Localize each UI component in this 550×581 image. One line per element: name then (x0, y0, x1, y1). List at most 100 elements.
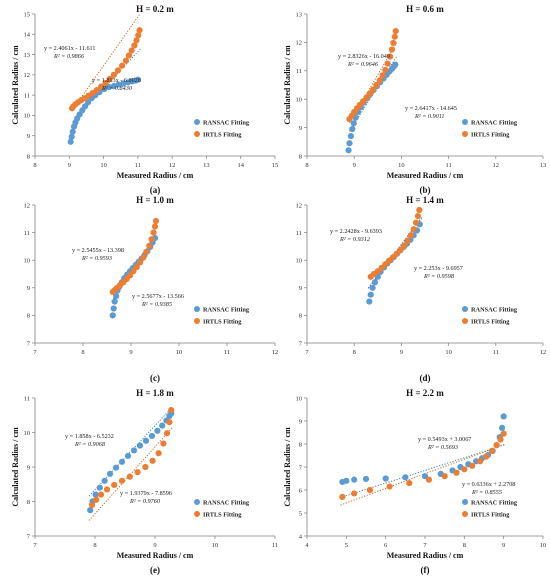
data-point (150, 229, 157, 236)
data-point (130, 447, 138, 454)
data-point (114, 67, 122, 74)
chart-title: H = 0.6 m (406, 4, 444, 14)
data-point (366, 486, 374, 494)
x-tick-label: 11 (224, 349, 230, 356)
chart-panel-6: 4 5 6 7 8 9 10 4 5 6 7 8 9 10 H = 2.2 m Measured Radius… (283, 388, 546, 575)
data-point (493, 442, 500, 449)
y-tick-label: 11 (296, 230, 302, 237)
trendline-equation: y = 2.4061x - 11.611 (44, 45, 96, 52)
data-point (350, 120, 357, 127)
data-point (382, 475, 389, 482)
x-tick-label: 11 (445, 162, 451, 169)
y-tick-label: 8 (299, 441, 302, 448)
data-point (345, 147, 352, 154)
trendline-r-squared: R² = 0.8555 (471, 489, 502, 496)
chart-panel-3: 7 8 9 10 11 12 7 8 9 10 11 12 H = 1.0 m (c) y = 2.5455… (24, 195, 279, 383)
chart-title: H = 2.2 m (406, 388, 444, 398)
y-tick-label: 9 (27, 464, 30, 471)
data-point (148, 236, 155, 243)
trendline-r-squared: R² = 0.9385 (141, 301, 172, 308)
data-point (386, 483, 393, 490)
y-tick-label: 10 (296, 97, 303, 104)
x-tick-label: 10 (100, 162, 107, 169)
y-tick-label: 9 (299, 418, 302, 425)
panel-label: (c) (150, 373, 160, 383)
data-point (142, 437, 150, 444)
data-point (154, 427, 161, 434)
trendline-r-squared: R² = 0.5693 (427, 444, 458, 451)
y-tick-label: 8 (299, 313, 302, 320)
trendline-r-squared: R² = 0.9646 (347, 61, 379, 68)
x-tick-label: 8 (33, 162, 36, 169)
data-point (498, 424, 506, 431)
trendline-equation: y = 0.5493x + 3.0067 (418, 436, 471, 443)
data-point (101, 477, 108, 484)
y-axis-label: Calculated Radius / cm (283, 45, 292, 125)
legend-marker-irtls (462, 511, 468, 517)
data-point (384, 60, 391, 67)
data-point (416, 206, 423, 214)
trendline-equation: y = 2.5455x - 13.398 (72, 247, 124, 254)
data-point (343, 477, 350, 484)
data-point (351, 476, 358, 483)
data-point (390, 39, 397, 47)
data-point (131, 42, 138, 49)
y-axis-label: Calculated Radius / cm (11, 427, 20, 507)
data-point (391, 33, 398, 40)
data-point (461, 466, 468, 473)
y-tick-label: 10 (296, 395, 303, 402)
y-tick-label: 11 (296, 68, 302, 75)
data-point (379, 72, 386, 79)
data-point (103, 486, 111, 493)
data-point (482, 453, 490, 460)
data-point (402, 474, 409, 481)
data-point (92, 491, 99, 498)
legend-label-ransac: RANSAC Fitting (203, 119, 250, 126)
data-point (88, 501, 96, 509)
panel-label: (f) (421, 565, 430, 575)
chart-title: H = 1.4 m (406, 195, 444, 205)
x-tick-label: 9 (353, 162, 356, 169)
y-tick-label: 13 (24, 52, 31, 59)
data-point (133, 37, 140, 44)
trendline-equation: y = 2.6417x - 14.645 (405, 105, 457, 112)
chart-title: H = 1.0 m (136, 195, 174, 205)
data-point (406, 480, 413, 487)
data-point (85, 99, 92, 106)
trendline-r-squared: R² = 0.8430 (101, 85, 133, 92)
y-tick-label: 7 (27, 533, 31, 540)
y-tick-label: 12 (24, 72, 31, 79)
y-tick-label: 8 (27, 499, 30, 506)
x-tick-label: 8 (81, 349, 84, 356)
data-point (367, 291, 374, 298)
x-tick-label: 6 (384, 542, 388, 549)
legend-marker-ransac (194, 119, 200, 125)
x-tick-label: 12 (540, 349, 547, 356)
data-point (160, 440, 167, 447)
x-tick-label: 8 (305, 162, 308, 169)
y-tick-label: 11 (24, 395, 30, 402)
data-point (425, 476, 433, 483)
data-point (441, 473, 448, 480)
data-point (382, 66, 389, 74)
data-point (488, 447, 495, 454)
x-tick-label: 11 (135, 162, 141, 169)
x-tick-label: 4 (305, 542, 309, 549)
data-point (136, 27, 143, 34)
data-point (407, 232, 414, 239)
y-tick-label: 7 (299, 340, 303, 347)
x-tick-label: 7 (423, 542, 427, 549)
data-point (163, 430, 171, 437)
data-point (67, 138, 74, 145)
trendline-r-squared: R² = 0.9312 (339, 236, 370, 243)
x-tick-label: 9 (400, 349, 403, 356)
x-tick-label: 9 (502, 542, 505, 549)
data-point (133, 264, 140, 271)
x-tick-label: 10 (540, 542, 547, 549)
y-tick-label: 8 (27, 153, 30, 160)
x-tick-label: 10 (445, 349, 452, 356)
data-point (68, 133, 75, 140)
legend-label-ransac: RANSAC Fitting (471, 119, 518, 126)
data-point (339, 493, 346, 500)
